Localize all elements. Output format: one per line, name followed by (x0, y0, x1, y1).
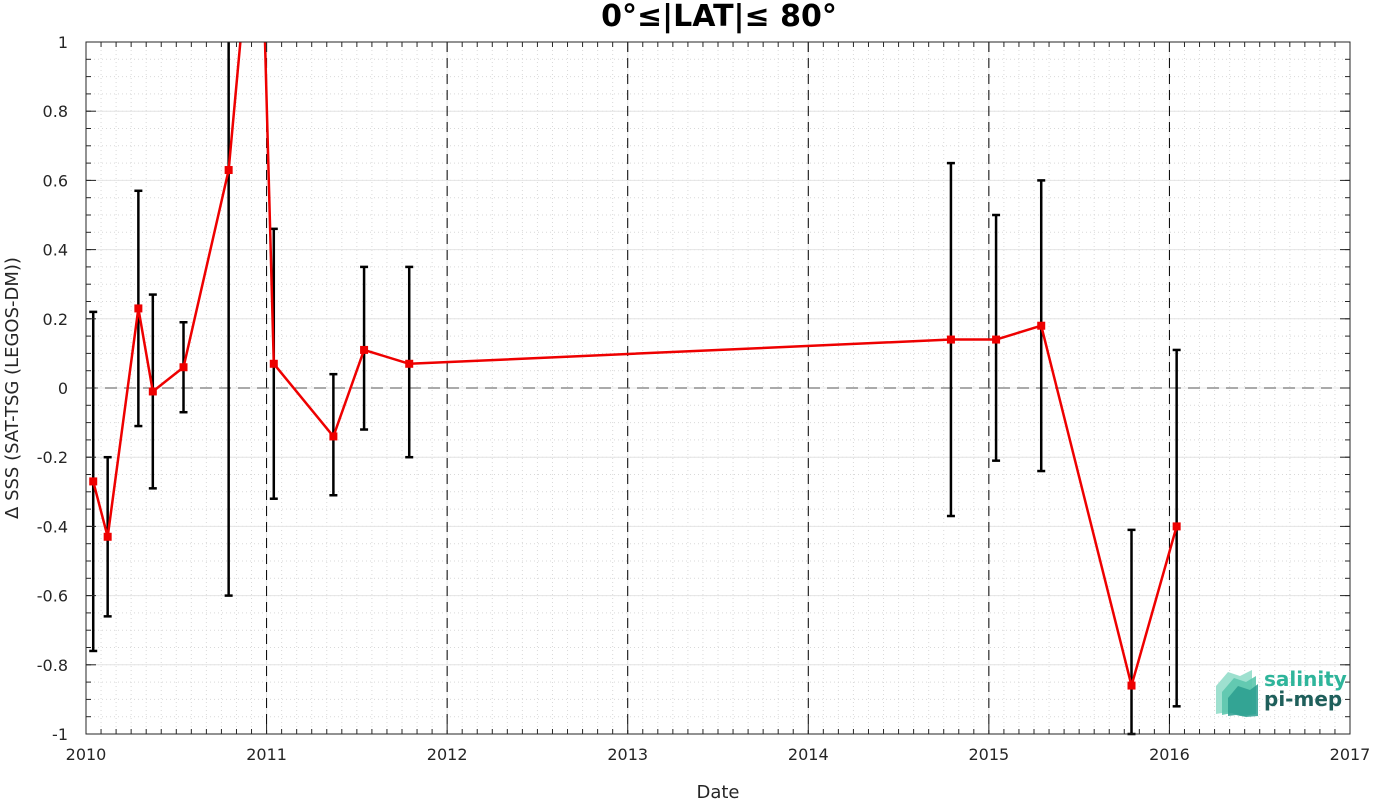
chart-title: 0°≤|LAT|≤ 80° (601, 0, 837, 34)
y-tick-label: -0.2 (37, 448, 68, 467)
data-point (329, 432, 338, 441)
data-point (1172, 522, 1181, 531)
x-tick-label: 2017 (1330, 745, 1371, 764)
y-tick-label: 1 (58, 33, 68, 52)
y-axis-title: Δ SSS (SAT-TSG (LEGOS-DM)) (2, 257, 23, 519)
data-markers (89, 166, 1181, 690)
data-point (992, 335, 1001, 344)
data-point (405, 359, 414, 368)
y-tick-labels: 1 0.8 0.6 0.4 0.2 0 -0.2 -0.4 -0.6 -0.8 -1 (37, 33, 68, 744)
logo-line1: salinity (1264, 667, 1347, 691)
x-axis-title: Date (696, 782, 739, 801)
data-point (103, 532, 112, 541)
logo-line2: pi-mep (1264, 687, 1342, 711)
x-tick-labels: 2010 2011 2012 2013 2014 2015 2016 2017 (66, 745, 1371, 764)
x-tick-label: 2014 (788, 745, 829, 764)
x-tick-label: 2013 (607, 745, 648, 764)
data-point (179, 363, 188, 372)
data-point (224, 166, 233, 175)
data-point (1037, 321, 1046, 330)
x-tick-label: 2015 (968, 745, 1009, 764)
series-line (92, 42, 1178, 687)
x-tick-label: 2011 (246, 745, 287, 764)
data-point (1127, 681, 1136, 690)
y-tick-label: 0.4 (43, 241, 68, 260)
y-tick-label: 0.8 (43, 102, 68, 121)
y-tick-label: 0.2 (43, 310, 68, 329)
y-tick-label: -0.8 (37, 656, 68, 675)
data-point (148, 387, 157, 396)
error-bar (224, 42, 233, 597)
y-tick-label: -0.4 (37, 517, 68, 536)
data-point (89, 477, 98, 486)
error-bar (1127, 528, 1136, 736)
salinity-pi-mep-logo: salinity pi-mep (1216, 667, 1347, 717)
x-tick-label: 2012 (427, 745, 468, 764)
x-tick-label: 2016 (1149, 745, 1190, 764)
axis-ticks (85, 41, 1351, 735)
y-tick-label: 0 (58, 379, 68, 398)
y-tick-label: -1 (52, 725, 68, 744)
data-point (269, 359, 278, 368)
y-tick-label: 0.6 (43, 171, 68, 190)
series-polyline (92, 42, 1178, 687)
y-tick-label: -0.6 (37, 587, 68, 606)
data-point (946, 335, 955, 344)
wave-icon (1216, 670, 1258, 717)
data-point (360, 345, 369, 354)
data-point (134, 304, 143, 313)
x-tick-label: 2010 (66, 745, 107, 764)
